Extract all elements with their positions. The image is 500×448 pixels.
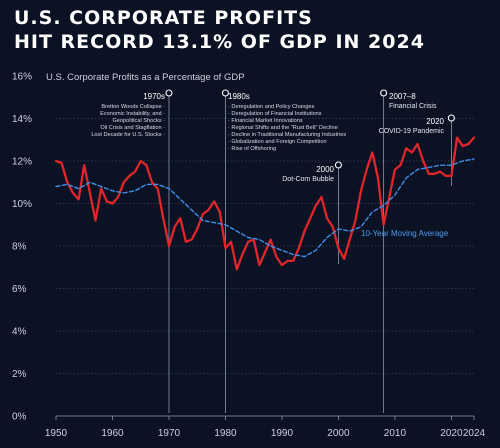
x-tick-label: 1970 (158, 428, 181, 439)
annotation-marker (447, 114, 455, 122)
y-axis-label: U.S. Corporate Profits as a Percentage o… (46, 72, 245, 83)
annotation-label: 1970s (143, 92, 165, 101)
x-tick-label: 1950 (45, 428, 68, 439)
y-tick-label: 6% (12, 284, 27, 295)
y-tick-label: 4% (12, 327, 27, 338)
x-tick-label: 1980 (214, 428, 237, 439)
annotation-item: · Financial Market Innovations (228, 118, 303, 124)
y-tick-label: 16% (12, 72, 32, 83)
annotation-item: Oil Crisis and Stagflation · (100, 125, 165, 131)
annotation-item: · Deregulation and Policy Changes (228, 104, 315, 110)
annotation-subtitle: Dot-Com Bubble (282, 176, 334, 183)
annotation-item: · Globalization and Foreign Competition (228, 139, 327, 145)
annotation-item: · Deregulation of Financial Institutions (228, 111, 322, 117)
annotation-marker (221, 89, 230, 97)
y-tick-label: 8% (12, 242, 27, 253)
y-tick-label: 12% (12, 157, 32, 168)
annotation-label: 2000 (316, 165, 334, 174)
annotation-item: · Decline in Traditional Manufacturing I… (228, 132, 346, 138)
x-tick-label: 2024 (463, 428, 486, 439)
annotation-item: · Rise of Offshoring (228, 146, 276, 152)
title-line-1: U.S. CORPORATE PROFITS (14, 7, 313, 29)
y-tick-label: 10% (12, 199, 32, 210)
y-tick-label: 0% (12, 412, 27, 423)
title-line-2: HIT RECORD 13.1% OF GDP IN 2024 (14, 31, 425, 53)
x-tick-label: 1990 (271, 428, 294, 439)
chart-title: U.S. CORPORATE PROFITS HIT RECORD 13.1% … (14, 6, 425, 54)
series-line-corporate-profits (54, 136, 476, 271)
annotation-item: Lost Decade for U.S. Stocks · (91, 132, 165, 138)
annotation-marker (380, 89, 388, 97)
annotation-item: · Regional Shifts and the "Rust Belt" De… (228, 125, 338, 131)
x-tick-label: 2010 (384, 428, 407, 439)
annotation-marker (165, 89, 173, 97)
annotation-item: Bretton Woods Collapse · (101, 104, 165, 110)
x-tick-label: 2000 (327, 428, 350, 439)
series-line-moving-average (55, 158, 475, 258)
annotation-item: Economic Instability, and · (100, 111, 165, 117)
annotation-marker (334, 161, 342, 169)
annotation-subtitle: COVID-19 Pandemic (379, 128, 445, 135)
y-tick-label: 2% (12, 369, 27, 380)
annotation-label: 2007–8 (389, 92, 416, 101)
annotation-subtitle: Financial Crisis (389, 103, 437, 110)
annotation-label: 2020 (426, 117, 444, 126)
x-tick-label: 2020 (440, 428, 463, 439)
x-tick-label: 1960 (101, 428, 124, 439)
annotation-label: 1980s (228, 92, 250, 101)
y-tick-label: 14% (12, 114, 32, 125)
annotation-item: Geopolitical Shocks · (112, 118, 165, 124)
series-label-moving-average: 10-Year Moving Average (361, 229, 449, 238)
